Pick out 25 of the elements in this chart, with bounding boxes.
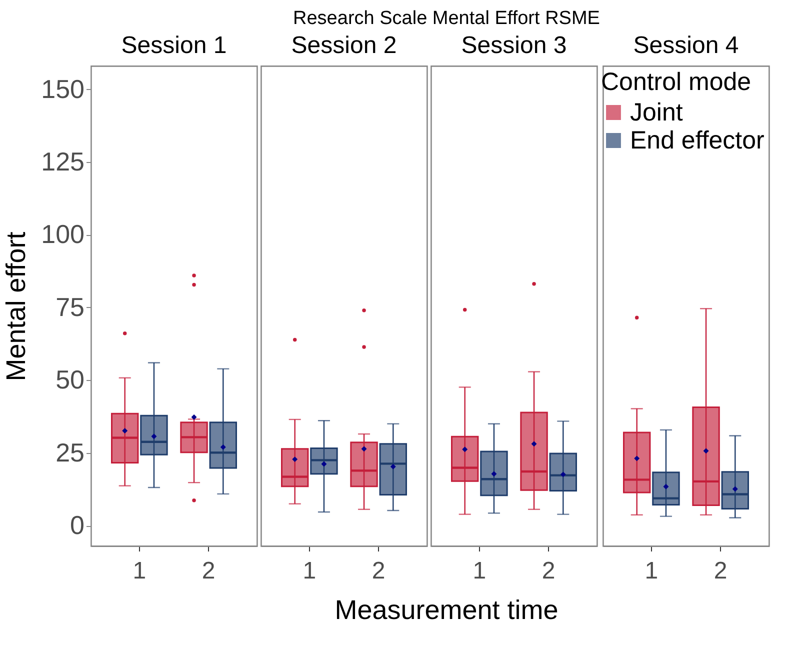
x-tick-label: 2: [542, 558, 556, 584]
chart-title: Session 2: [291, 32, 397, 59]
x-tick-label: 1: [472, 558, 486, 584]
y-tick-label: 150: [41, 74, 84, 104]
x-tick-label: 1: [302, 558, 316, 584]
x-tick-label: 1: [644, 558, 658, 584]
y-tick-label: 50: [56, 364, 84, 395]
y-axis-title: Mental effort: [1, 231, 32, 382]
legend-label: End effector: [630, 126, 764, 154]
x-tick-label: 2: [372, 558, 386, 584]
chart-title: Session 1: [121, 32, 227, 59]
x-tick-label: 1: [132, 558, 146, 584]
chart-title: Session 3: [461, 32, 567, 59]
x-tick-label: 2: [202, 558, 216, 584]
y-tick-label: 25: [56, 437, 84, 468]
legend-label: Joint: [630, 98, 683, 126]
chart-title: Session 4: [633, 32, 739, 59]
x-axis-title: Measurement time: [334, 595, 560, 626]
text: Research Scale Mental Effort RSME: [292, 8, 601, 30]
y-tick-label: 125: [41, 146, 84, 176]
y-tick-label: 0: [70, 510, 84, 540]
y-tick-label: 100: [41, 219, 84, 250]
y-tick-label: 75: [56, 292, 84, 322]
legend-title: Control mode: [601, 68, 752, 96]
x-tick-label: 2: [714, 558, 728, 584]
